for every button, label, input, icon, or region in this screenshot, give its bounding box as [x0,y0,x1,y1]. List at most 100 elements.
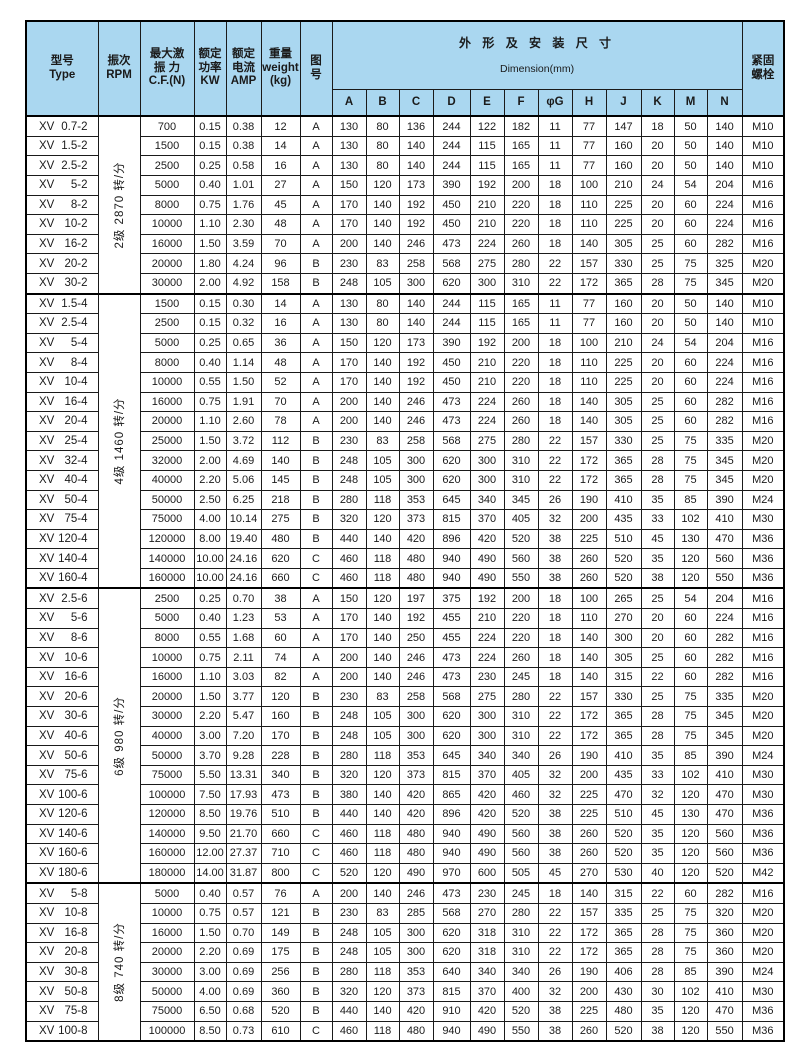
dim-H-cell: 172 [571,922,607,944]
dim-F-cell: 560 [503,548,539,569]
bolt-cell: M16 [741,352,785,373]
bolt-cell: M36 [741,843,785,864]
col-header-dim-A: A [331,89,367,118]
table-row: XV 1.5-2 1500 0.15 0.38 14 A 130 80 140 244 115 165 1… [25,135,785,157]
dim-J-cell: 365 [605,469,642,491]
dim-A-cell: 150 [331,175,367,196]
dim-M-cell: 120 [673,843,708,864]
dim-phiG-cell: 11 [537,115,573,137]
figure-cell: A [299,391,333,413]
dim-B-cell: 140 [365,352,400,373]
dim-H-cell: 157 [571,253,607,274]
table-body: XV 0.7-2 2级 2870 转/分 700 0.15 0.38 12 A 130 80 136… [25,115,785,1042]
table-row: XV 50-4 50000 2.50 6.25 218 B 280 118 353 645 340 34… [25,489,785,511]
amp-cell: 3.77 [225,686,262,708]
weight-cell: 510 [260,804,301,825]
dim-E-cell: 192 [469,175,505,196]
dim-E-cell: 210 [469,608,505,629]
table-row: XV 160-4 160000 10.00 24.16 660 C 460 118 480 940 4… [25,567,785,589]
dim-N-cell: 390 [706,961,743,983]
dim-F-cell: 220 [503,352,539,373]
dim-B-cell: 80 [365,292,400,315]
dim-phiG-cell: 32 [537,981,573,1002]
rpm-group-cell: 8级 740 转/分 [97,882,141,1042]
dim-D-cell: 910 [432,1000,471,1022]
figure-cell: A [299,352,333,373]
cf-cell: 30000 [139,272,195,295]
table-row: XV 140-4 140000 10.00 24.16 620 C 460 118 480 940 4… [25,548,785,569]
dim-phiG-cell: 22 [537,253,573,274]
dim-H-cell: 157 [571,686,607,708]
dim-A-cell: 460 [331,567,367,589]
bolt-cell: M16 [741,233,785,255]
dim-N-cell: 560 [706,548,743,569]
dim-N-cell: 204 [706,332,743,354]
dim-D-cell: 244 [432,115,471,137]
model-number: 160-4 [58,572,88,585]
dim-B-cell: 105 [365,450,400,471]
bolt-cell: M10 [741,313,785,334]
dim-F-cell: 245 [503,882,539,904]
dim-K-cell: 35 [640,489,675,511]
figure-cell: B [299,902,333,924]
model-prefix: XV [39,395,55,408]
dim-D-cell: 620 [432,725,471,747]
kw-cell: 3.00 [193,961,227,983]
dim-N-cell: 360 [706,942,743,963]
model-number: 20-8 [64,946,88,959]
figure-cell: A [299,666,333,688]
dim-phiG-cell: 22 [537,469,573,491]
dim-E-cell: 275 [469,430,505,452]
dim-H-cell: 77 [571,292,607,315]
cf-cell: 50000 [139,489,195,511]
dim-N-cell: 140 [706,155,743,176]
weight-cell: 120 [260,686,301,708]
col-header-kw: 额定 功率 KW [193,20,227,117]
bolt-cell: M16 [741,627,785,649]
dim-C-cell: 140 [398,155,434,176]
dim-J-cell: 270 [605,608,642,629]
model-prefix: XV [39,277,55,290]
model-cell: XV 5-2 [25,175,99,196]
cf-cell: 75000 [139,1000,195,1022]
dim-A-cell: 230 [331,902,367,924]
model-cell: XV 8-2 [25,194,99,216]
dim-F-cell: 165 [503,313,539,334]
bolt-cell: M20 [741,686,785,708]
dim-M-cell: 60 [673,882,708,904]
dim-A-cell: 520 [331,862,367,884]
dim-phiG-cell: 26 [537,489,573,511]
table-header: 型号 Type 振次 RPM 最大激 振 力 C.F.(N) 额定 功率 KW … [25,20,785,118]
model-prefix: XV [39,572,55,585]
dim-E-cell: 490 [469,843,505,864]
dim-H-cell: 77 [571,155,607,176]
dim-E-cell: 230 [469,882,505,904]
cf-cell: 120000 [139,528,195,550]
dim-phiG-cell: 18 [537,175,573,196]
dim-A-cell: 170 [331,627,367,649]
dim-phiG-cell: 22 [537,450,573,471]
amp-cell: 4.24 [225,253,262,274]
amp-cell: 3.72 [225,430,262,452]
figure-cell: B [299,509,333,530]
model-prefix: XV [39,179,55,192]
model-prefix: XV [39,218,55,231]
dim-D-cell: 473 [432,233,471,255]
model-prefix: XV [39,140,55,153]
model-cell: XV 16-8 [25,922,99,944]
weight-cell: 78 [260,411,301,432]
weight-cell: 38 [260,587,301,610]
dim-E-cell: 224 [469,233,505,255]
model-prefix: XV [39,710,55,723]
dim-phiG-cell: 22 [537,725,573,747]
dim-C-cell: 246 [398,411,434,432]
dim-F-cell: 340 [503,745,539,766]
dim-F-cell: 280 [503,430,539,452]
model-cell: XV 8-6 [25,627,99,649]
dimension-title: 外 形 及 安 装 尺 寸 [459,35,616,50]
figure-cell: B [299,922,333,944]
figure-cell: A [299,608,333,629]
dim-M-cell: 75 [673,725,708,747]
model-cell: XV 5-6 [25,608,99,629]
